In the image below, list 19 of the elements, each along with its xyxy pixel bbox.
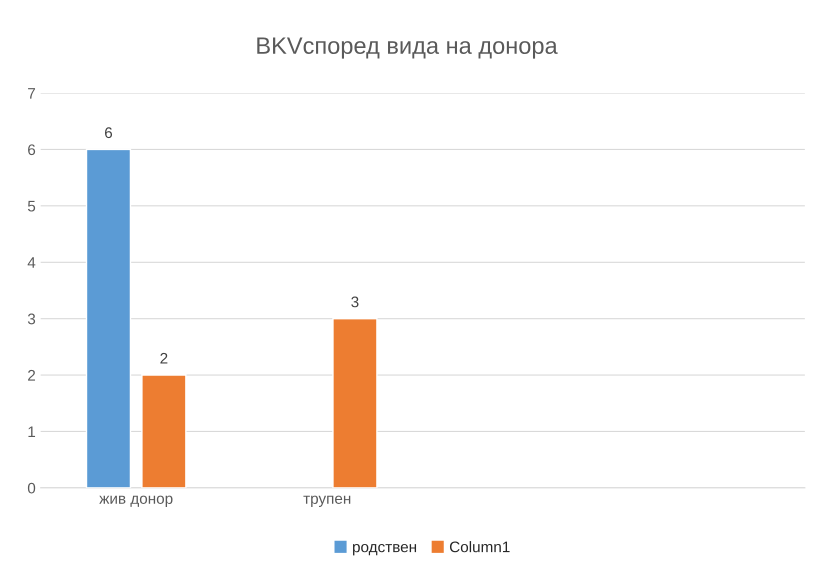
bar [141, 374, 187, 488]
y-tick-label: 1 [28, 426, 36, 437]
chart-title: BKVспоред вида на донора [257, 38, 558, 59]
y-tick-label: 5 [28, 200, 36, 212]
x-tick-label: жив донор [99, 496, 173, 507]
bar [332, 318, 378, 488]
data-label: 6 [105, 127, 112, 138]
legend-label: родствен [353, 544, 416, 556]
y-tick-label: 3 [28, 314, 36, 324]
y-tick-label: 7 [28, 88, 36, 99]
y-tick-label: 6 [28, 144, 36, 156]
x-tick-label: трупен [303, 496, 350, 507]
bar [86, 148, 132, 488]
y-tick-label: 2 [28, 370, 36, 381]
y-tick-label: 0 [28, 482, 36, 494]
legend-label: Column1 [450, 541, 510, 552]
y-tick-label: 4 [28, 257, 36, 268]
data-label: 2 [160, 352, 168, 364]
data-label: 3 [351, 296, 359, 308]
